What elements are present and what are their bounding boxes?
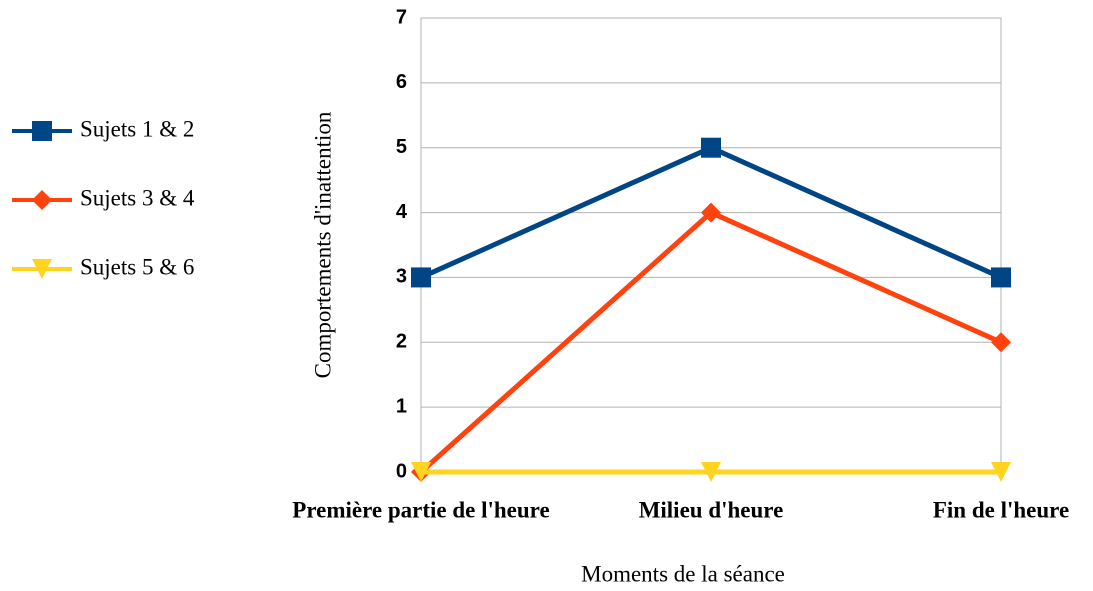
marker [991, 267, 1011, 288]
y-tick-label: 7 [396, 6, 407, 28]
y-tick-label: 5 [396, 136, 407, 158]
y-tick-label: 0 [396, 460, 407, 482]
plot-area [420, 17, 1002, 473]
marker [32, 190, 52, 210]
marker [32, 259, 52, 279]
y-tick-label: 3 [396, 266, 407, 288]
y-tick-label: 1 [396, 395, 407, 417]
legend-label: Sujets 5 & 6 [80, 254, 194, 279]
y-axis-title: Comportements d'inattention [310, 111, 335, 378]
marker [411, 267, 431, 288]
legend-label: Sujets 3 & 4 [80, 185, 195, 210]
marker [411, 462, 431, 482]
x-tick-label: Milieu d'heure [639, 497, 784, 522]
legend-label: Sujets 1 & 2 [80, 116, 194, 141]
y-tick-label: 6 [396, 71, 407, 93]
x-tick-label: Première partie de l'heure [292, 497, 549, 522]
marker [701, 462, 721, 482]
marker [991, 462, 1011, 482]
marker [701, 202, 721, 223]
marker [991, 332, 1011, 353]
marker [701, 137, 721, 158]
y-tick-label: 2 [396, 331, 407, 353]
x-tick-label: Fin de l'heure [933, 497, 1069, 522]
marker [32, 121, 52, 141]
x-axis-title: Moments de la séance [581, 561, 785, 586]
y-tick-label: 4 [396, 201, 408, 223]
